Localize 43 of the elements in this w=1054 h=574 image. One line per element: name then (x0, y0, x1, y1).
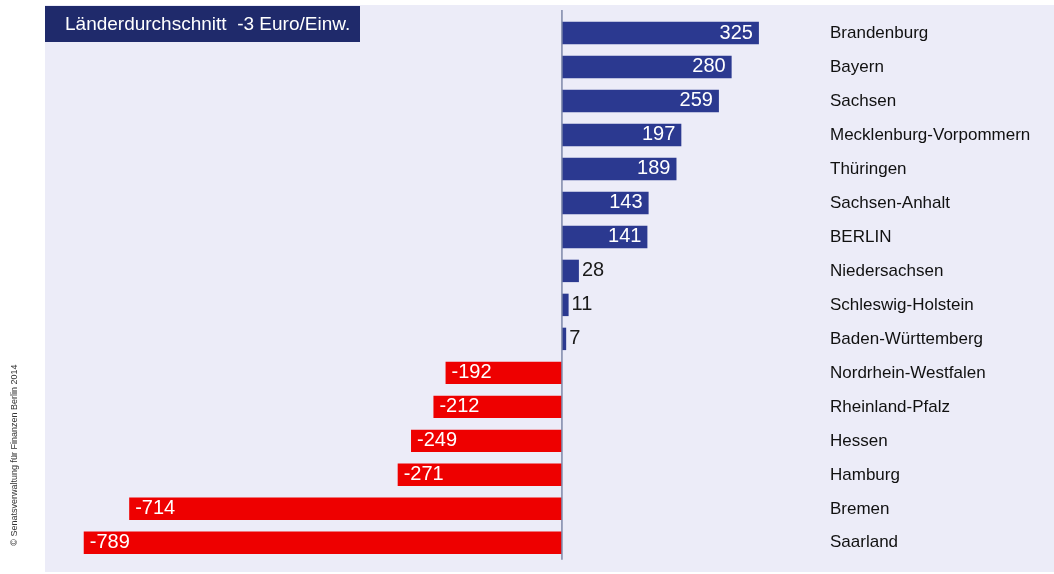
y-tick-label: Thüringen (830, 158, 907, 178)
data-label: -249 (417, 428, 458, 451)
bar (561, 21, 759, 45)
data-label: -271 (403, 462, 444, 485)
data-label: 7 (569, 326, 581, 349)
y-tick-label: Sachsen (830, 90, 897, 110)
y-tick-label: Bayern (830, 56, 884, 76)
y-tick-label: Rheinland-Pfalz (830, 396, 951, 416)
bar (561, 89, 719, 113)
data-label: 141 (608, 224, 642, 247)
bar (397, 463, 562, 487)
data-label: 28 (581, 258, 605, 281)
bar (83, 531, 562, 555)
bar (433, 395, 562, 419)
y-tick-label: Niedersachsen (830, 260, 944, 280)
y-tick-label: Hessen (830, 430, 888, 450)
y-tick-label: Schleswig-Holstein (830, 294, 974, 314)
y-tick-label: Hamburg (830, 464, 900, 484)
bar (411, 429, 562, 453)
data-label: 11 (571, 292, 593, 315)
bar (561, 55, 732, 79)
text: © Senatsverwaltung für Finanzen Berlin 2014 (9, 364, 19, 546)
data-label: 280 (692, 54, 726, 77)
y-tick-label: Nordrhein-Westfalen (830, 362, 986, 382)
y-tick-label: BERLIN (830, 226, 892, 246)
y-tick-label: Mecklenburg-Vorpommern (830, 124, 1031, 144)
data-label: -789 (89, 530, 130, 553)
bar (129, 497, 562, 521)
data-label: 143 (609, 190, 643, 213)
data-label: 197 (641, 122, 676, 145)
data-label: 325 (719, 20, 753, 43)
data-label: -192 (451, 360, 492, 383)
data-label: -714 (135, 496, 176, 519)
bar (561, 259, 579, 283)
data-label: 259 (679, 88, 713, 111)
data-label: -212 (439, 394, 480, 417)
y-tick-label: Bremen (830, 498, 890, 518)
chart-title: Länderdurchschnitt -3 Euro/Einw. (45, 6, 360, 42)
y-tick-label: Saarland (830, 532, 899, 552)
y-tick-label: Baden-Württemberg (830, 328, 984, 348)
y-tick-label: Sachsen-Anhalt (830, 192, 951, 212)
data-label: 189 (637, 156, 671, 179)
y-tick-label: Brandenburg (830, 22, 929, 42)
